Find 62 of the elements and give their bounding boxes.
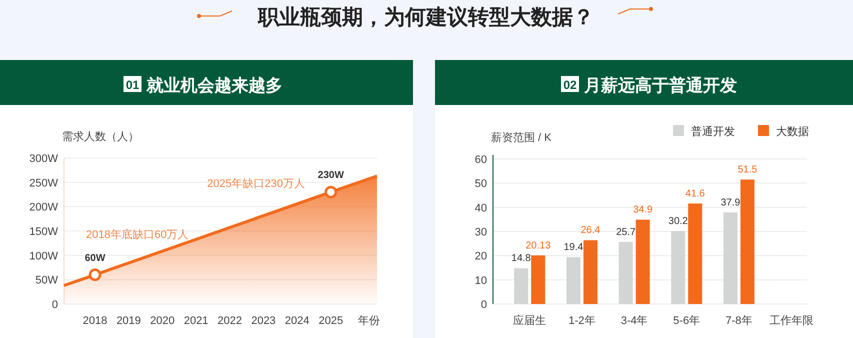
bar <box>671 231 686 304</box>
bar <box>636 220 650 304</box>
x-tick-label: 3-4年 <box>620 315 648 327</box>
chart-title: 就业机会越来越多 <box>146 76 282 95</box>
data-label: 60W <box>84 252 106 264</box>
y-tick-label: 250W <box>29 177 59 190</box>
y-tick-label: 150W <box>29 226 59 238</box>
x-axis-title: 工作年限 <box>769 315 814 327</box>
x-tick-label: 2020 <box>150 315 175 327</box>
x-tick-label: 7-8年 <box>726 315 752 327</box>
y-tick-label: 30 <box>474 226 487 238</box>
y-axis-title: 薪资范围 / K <box>491 131 552 144</box>
bar <box>740 180 754 304</box>
data-label: 19.4 <box>564 242 584 254</box>
y-tick-label: 200W <box>29 202 59 214</box>
x-tick-label: 2021 <box>184 315 208 327</box>
y-tick-label: 50 <box>474 178 487 190</box>
bar <box>618 242 633 304</box>
y-tick-label: 40 <box>474 202 487 214</box>
y-tick-label: 0 <box>480 299 487 311</box>
bar <box>583 240 598 304</box>
y-tick-label: 60 <box>474 154 487 166</box>
y-tick-label: 20 <box>474 250 487 263</box>
x-tick-label: 2019 <box>116 315 141 327</box>
x-tick-label: 应届生 <box>513 314 546 327</box>
x-tick-label: 2025 <box>318 315 344 327</box>
text: 01 <box>126 78 140 92</box>
y-tick-label: 50W <box>35 274 59 287</box>
bar <box>688 203 702 304</box>
x-tick-label: 2024 <box>284 315 310 327</box>
bar <box>566 257 580 304</box>
chart-title: 月薪远高于普通开发 <box>583 75 737 95</box>
data-label: 41.6 <box>685 188 706 200</box>
annotation: 2018年底缺口60万人 <box>86 228 189 241</box>
x-tick-label: 2018 <box>82 315 108 327</box>
bar <box>723 212 738 304</box>
x-axis-title: 年份 <box>358 315 380 327</box>
legend-label: 大数据 <box>776 125 809 138</box>
y-tick-label: 0 <box>52 299 58 311</box>
data-label: 37.9 <box>720 197 741 208</box>
data-label: 51.5 <box>738 164 758 176</box>
y-tick-label: 300W <box>29 153 59 165</box>
legend-label: 普通开发 <box>691 125 735 138</box>
y-tick-label: 100W <box>29 250 59 262</box>
data-label: 14.8 <box>511 253 532 264</box>
bar <box>514 268 528 304</box>
data-label: 25.7 <box>616 226 636 238</box>
data-label: 20.13 <box>526 240 552 252</box>
text: 02 <box>563 78 577 92</box>
text: 职业瓶颈期，为何建议转型大数据？ <box>257 5 594 29</box>
x-tick-label: 2023 <box>251 315 276 327</box>
data-label: 30.2 <box>668 216 688 228</box>
y-axis-title: 需求人数（人） <box>62 130 139 143</box>
y-tick-label: 10 <box>474 274 487 287</box>
x-tick-label: 5-6年 <box>673 315 700 327</box>
x-tick-label: 1-2年 <box>568 315 596 327</box>
annotation: 2025年缺口230万人 <box>207 177 305 190</box>
bar <box>531 255 546 304</box>
data-label: 230W <box>318 170 344 182</box>
data-label: 26.4 <box>580 225 601 236</box>
x-tick-label: 2022 <box>218 315 242 327</box>
data-label: 34.9 <box>633 204 653 216</box>
